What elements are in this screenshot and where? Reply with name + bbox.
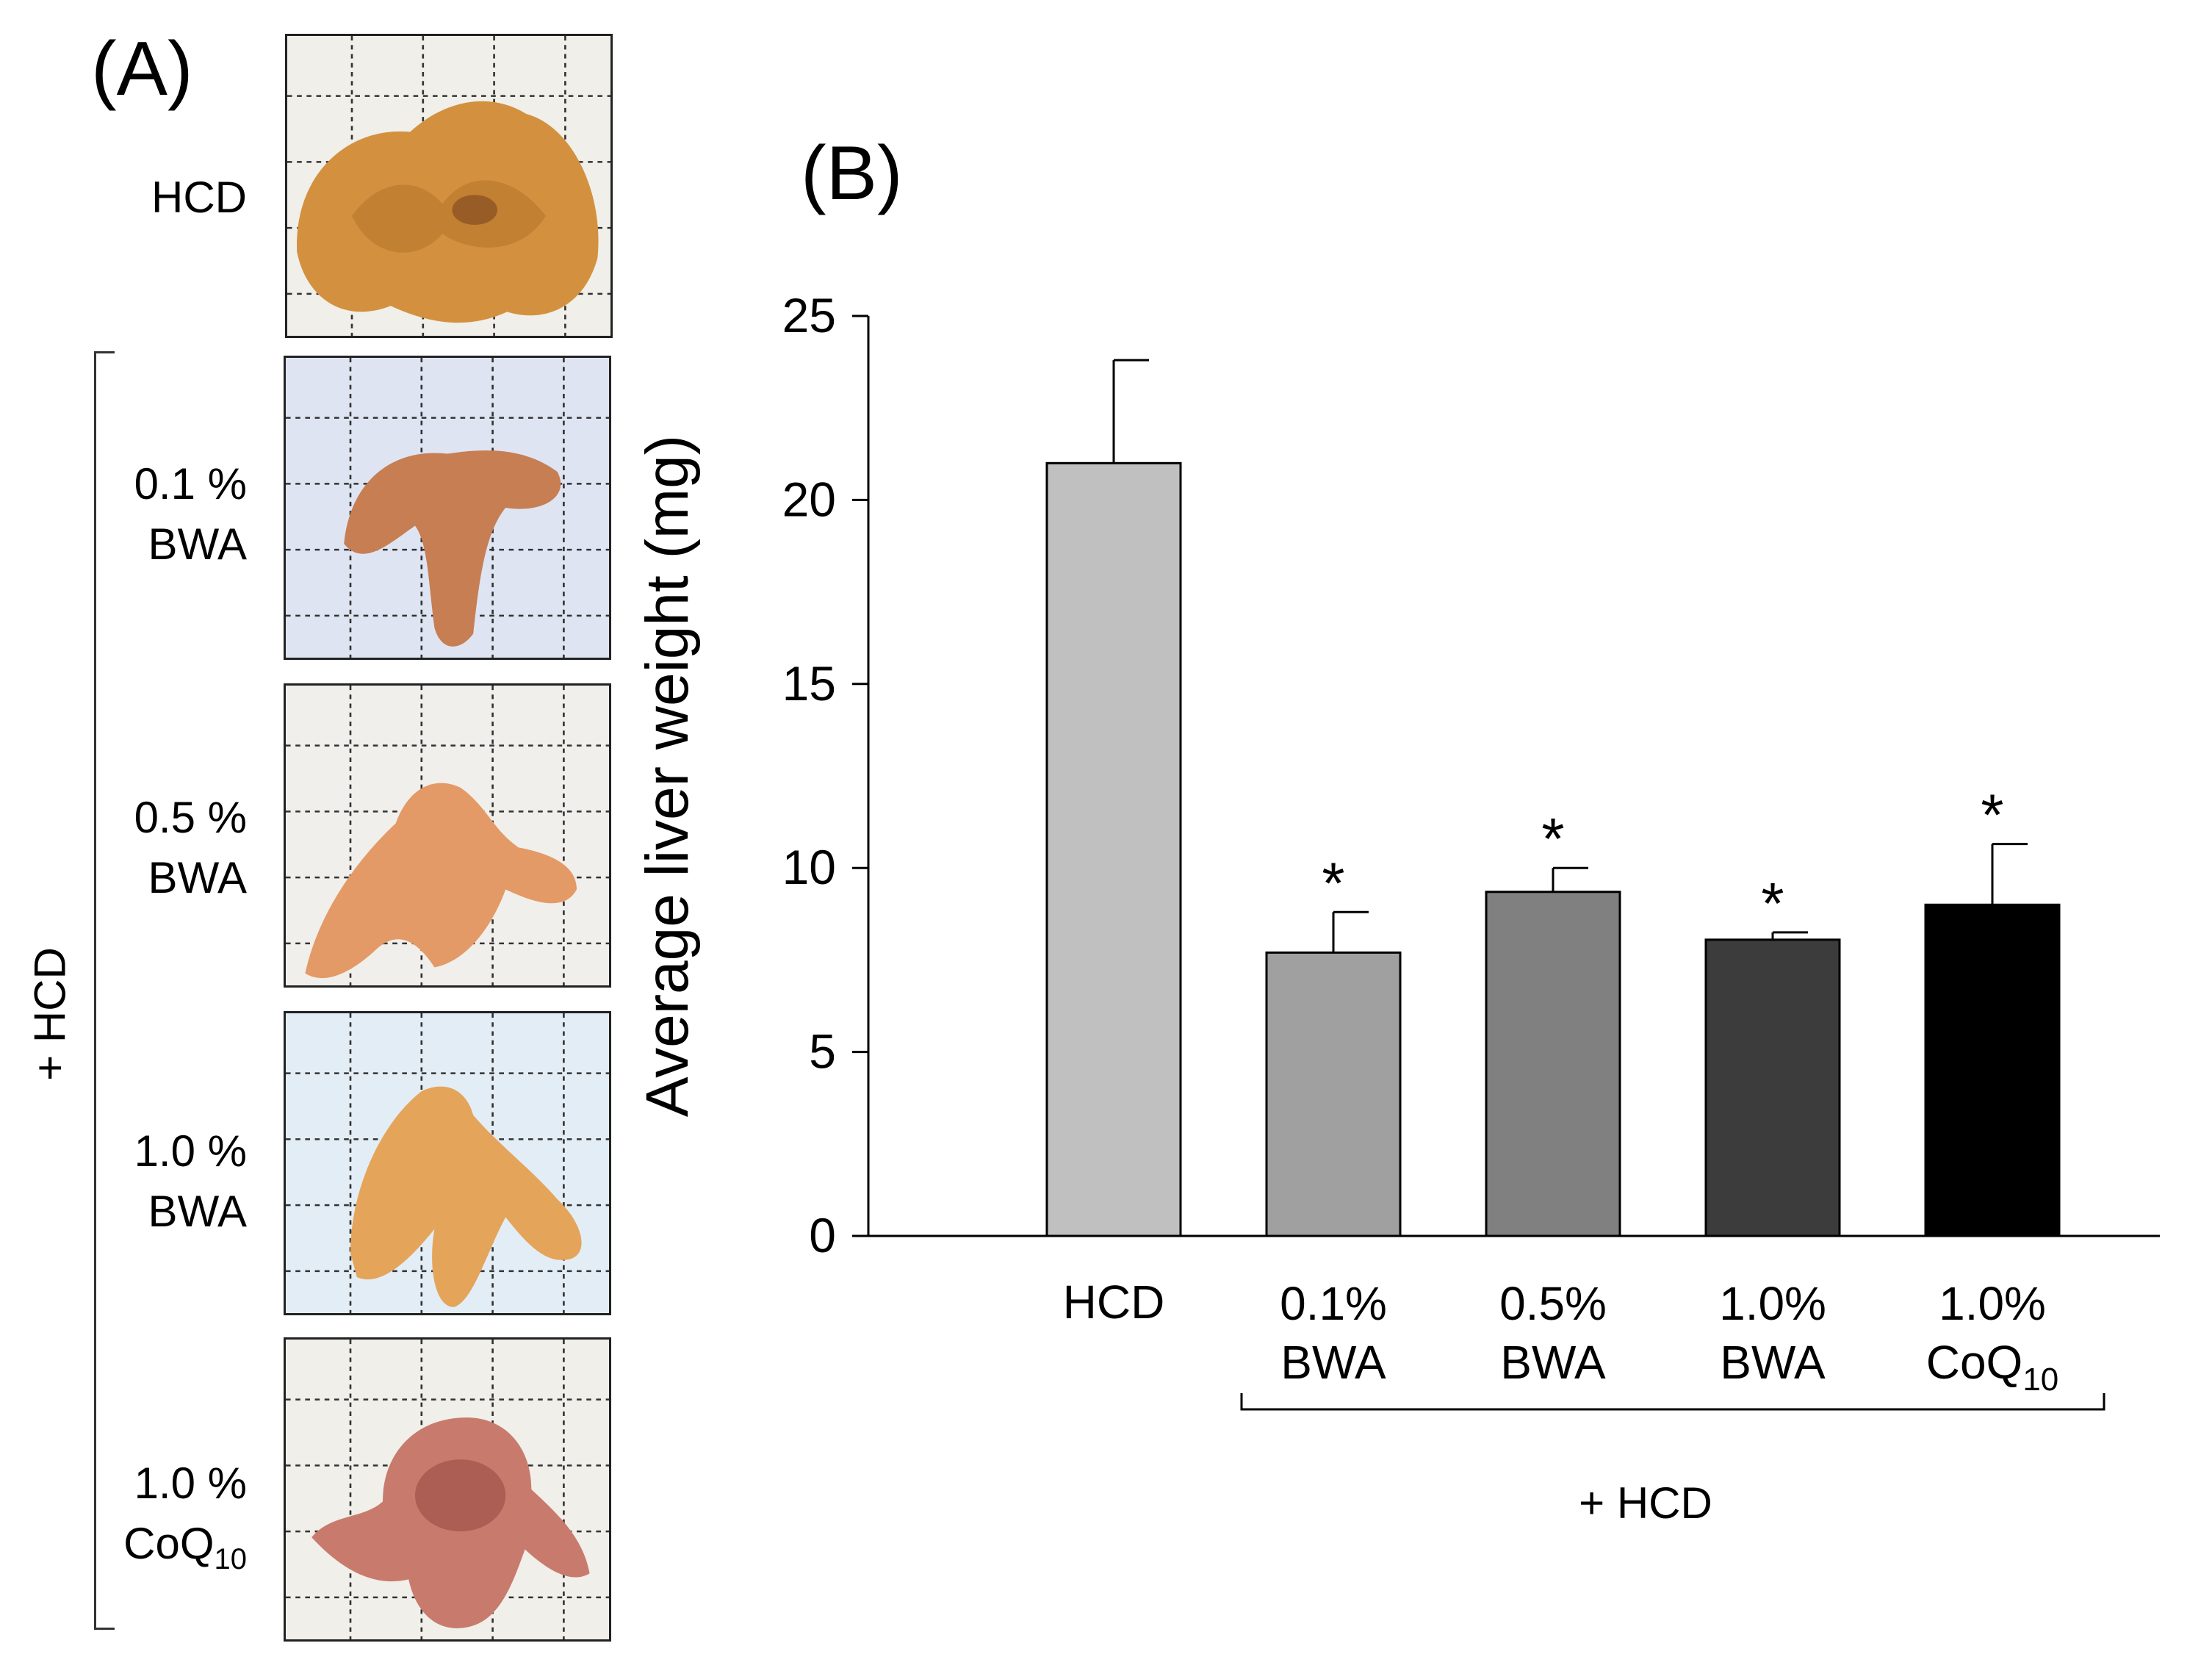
significance-marker: * xyxy=(1541,806,1564,871)
liver-photo-0-5-bwa xyxy=(284,683,611,988)
panel-a-group-bracket xyxy=(94,351,115,1630)
photo-label-hcd: HCD xyxy=(151,173,247,222)
photo-label-0-5-bwa: 0.5 % BWA xyxy=(134,793,247,902)
y-tick-label: 20 xyxy=(782,472,836,526)
panel-b-group-bracket-label: + HCD xyxy=(1579,1478,1712,1528)
bar xyxy=(1265,951,1402,1237)
panel-b-group-bracket xyxy=(1240,1393,2105,1411)
liver-photo-1-0-bwa xyxy=(284,1011,611,1315)
y-tick-label: 10 xyxy=(782,840,836,894)
bar xyxy=(1704,938,1841,1237)
bar xyxy=(1045,461,1182,1237)
x-tick-label: CoQ10 xyxy=(1926,1336,2059,1398)
x-tick-label: 0.5% xyxy=(1499,1277,1607,1330)
liver-photo-1-0-coq10 xyxy=(284,1337,611,1642)
bar xyxy=(1485,891,1621,1237)
x-tick-label: 0.1% xyxy=(1280,1277,1387,1330)
x-tick-label: HCD xyxy=(1063,1276,1165,1329)
photo-label-1-0-coq10: 1.0 % CoQ10 xyxy=(123,1459,247,1575)
y-tick-label: 5 xyxy=(809,1024,836,1079)
liver-photo-hcd xyxy=(285,34,613,338)
y-tick-label: 0 xyxy=(809,1208,836,1262)
x-tick-label: 1.0% xyxy=(1719,1277,1826,1330)
y-tick-label: 25 xyxy=(782,288,836,342)
significance-marker: * xyxy=(1761,871,1784,936)
bar xyxy=(1924,903,2061,1237)
photo-label-0-1-bwa: 0.1 % BWA xyxy=(134,459,247,569)
significance-marker: * xyxy=(1322,850,1344,916)
photo-label-1-0-bwa: 1.0 % BWA xyxy=(134,1126,247,1236)
panel-a-label: (A) xyxy=(91,26,193,112)
x-tick-label: BWA xyxy=(1720,1336,1826,1389)
x-tick-label: 1.0% xyxy=(1939,1277,2046,1330)
panel-b-label: (B) xyxy=(801,131,903,216)
significance-marker: * xyxy=(1981,783,2003,848)
y-axis-label: Average liver weight (mg) xyxy=(634,435,701,1117)
x-tick-label: BWA xyxy=(1500,1336,1606,1389)
y-tick-label: 15 xyxy=(782,656,836,711)
liver-photo-0-1-bwa xyxy=(284,356,611,660)
x-tick-label: BWA xyxy=(1280,1336,1386,1389)
